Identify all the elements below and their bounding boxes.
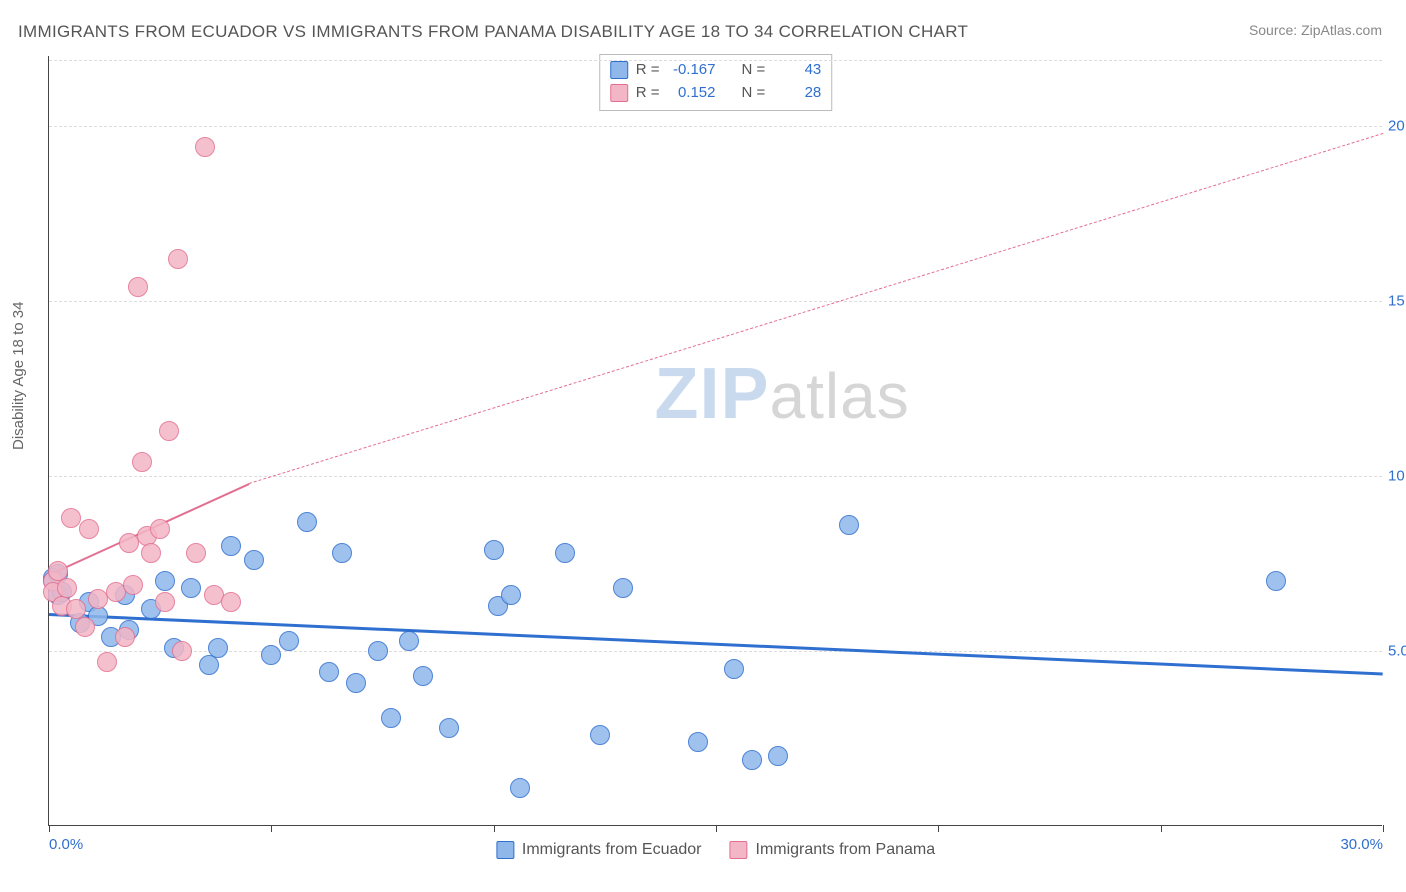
source-value: ZipAtlas.com — [1301, 22, 1382, 38]
plot-area: ZIPatlas R =-0.167N =43R =0.152N =28 Imm… — [48, 56, 1382, 826]
y-tick-label: 20.0% — [1388, 118, 1406, 135]
x-tick — [938, 825, 939, 832]
data-point-ecuador — [688, 732, 708, 752]
stats-row: R = 0.152 N = 28 — [610, 82, 822, 105]
data-point-ecuador — [279, 631, 299, 651]
data-point-ecuador — [839, 515, 859, 535]
data-point-panama — [195, 137, 215, 157]
data-point-ecuador — [413, 666, 433, 686]
data-point-ecuador — [319, 662, 339, 682]
r-value: -0.167 — [668, 59, 716, 82]
legend-item: Immigrants from Panama — [730, 841, 936, 859]
data-point-panama — [155, 592, 175, 612]
data-point-panama — [186, 543, 206, 563]
data-point-ecuador — [332, 543, 352, 563]
data-point-ecuador — [346, 673, 366, 693]
trend-line — [49, 613, 1383, 675]
y-axis-label: Disability Age 18 to 34 — [10, 302, 27, 450]
data-point-panama — [141, 543, 161, 563]
data-point-panama — [75, 617, 95, 637]
x-tick-label: 0.0% — [49, 836, 83, 853]
data-point-panama — [79, 519, 99, 539]
r-label: R = — [636, 82, 660, 105]
data-point-ecuador — [724, 659, 744, 679]
data-point-ecuador — [590, 725, 610, 745]
data-point-ecuador — [244, 550, 264, 570]
data-point-panama — [168, 249, 188, 269]
x-tick — [494, 825, 495, 832]
data-point-ecuador — [221, 536, 241, 556]
grid-line — [49, 60, 1382, 61]
correlation-stats-box: R = -0.167 N = 43 R = 0.152 N = 28 — [599, 54, 833, 111]
data-point-ecuador — [484, 540, 504, 560]
data-point-ecuador — [399, 631, 419, 651]
data-point-ecuador — [208, 638, 228, 658]
data-point-ecuador — [501, 585, 521, 605]
grid-line — [49, 476, 1382, 477]
data-point-ecuador — [199, 655, 219, 675]
legend-swatch — [610, 84, 628, 102]
legend-label: Immigrants from Panama — [756, 841, 936, 859]
data-point-ecuador — [297, 512, 317, 532]
legend-swatch — [496, 841, 514, 859]
x-tick — [1383, 825, 1384, 832]
r-label: R = — [636, 59, 660, 82]
x-tick — [1161, 825, 1162, 832]
grid-line — [49, 301, 1382, 302]
data-point-panama — [123, 575, 143, 595]
y-tick-label: 10.0% — [1388, 468, 1406, 485]
data-point-panama — [150, 519, 170, 539]
data-point-ecuador — [368, 641, 388, 661]
data-point-panama — [221, 592, 241, 612]
trend-line — [249, 133, 1383, 484]
data-point-panama — [132, 452, 152, 472]
chart-container: IMMIGRANTS FROM ECUADOR VS IMMIGRANTS FR… — [0, 0, 1406, 892]
watermark: ZIPatlas — [655, 353, 910, 435]
data-point-ecuador — [555, 543, 575, 563]
data-point-ecuador — [768, 746, 788, 766]
data-point-ecuador — [742, 750, 762, 770]
source-attribution: Source: ZipAtlas.com — [1249, 22, 1382, 38]
data-point-ecuador — [381, 708, 401, 728]
data-point-panama — [61, 508, 81, 528]
data-point-ecuador — [181, 578, 201, 598]
legend-swatch — [730, 841, 748, 859]
legend-label: Immigrants from Ecuador — [522, 841, 702, 859]
data-point-panama — [115, 627, 135, 647]
data-point-panama — [159, 421, 179, 441]
watermark-zip: ZIP — [655, 354, 770, 434]
data-point-ecuador — [155, 571, 175, 591]
data-point-panama — [128, 277, 148, 297]
watermark-atlas: atlas — [770, 360, 910, 432]
x-tick — [716, 825, 717, 832]
data-point-ecuador — [510, 778, 530, 798]
data-point-ecuador — [1266, 571, 1286, 591]
data-point-panama — [172, 641, 192, 661]
legend-swatch — [610, 61, 628, 79]
n-value: 43 — [773, 59, 821, 82]
data-point-panama — [97, 652, 117, 672]
stats-row: R = -0.167 N = 43 — [610, 59, 822, 82]
grid-line — [49, 126, 1382, 127]
legend-item: Immigrants from Ecuador — [496, 841, 702, 859]
data-point-ecuador — [613, 578, 633, 598]
y-tick-label: 5.0% — [1388, 643, 1406, 660]
source-label: Source: — [1249, 22, 1301, 38]
n-label: N = — [742, 82, 766, 105]
chart-title: IMMIGRANTS FROM ECUADOR VS IMMIGRANTS FR… — [18, 22, 968, 42]
data-point-ecuador — [261, 645, 281, 665]
data-point-ecuador — [439, 718, 459, 738]
data-point-panama — [57, 578, 77, 598]
r-value: 0.152 — [668, 82, 716, 105]
x-tick-label: 30.0% — [1340, 836, 1383, 853]
n-value: 28 — [773, 82, 821, 105]
y-tick-label: 15.0% — [1388, 293, 1406, 310]
n-label: N = — [742, 59, 766, 82]
x-tick — [271, 825, 272, 832]
x-tick — [49, 825, 50, 832]
grid-line — [49, 651, 1382, 652]
series-legend: Immigrants from Ecuador Immigrants from P… — [496, 841, 935, 859]
